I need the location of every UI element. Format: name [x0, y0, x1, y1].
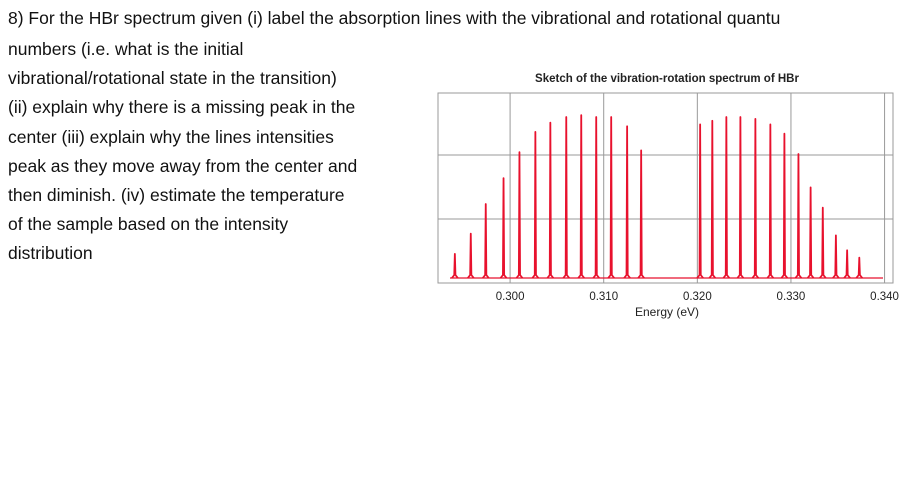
- x-tick-label: 0.310: [589, 291, 618, 303]
- x-tick-label: 0.330: [777, 291, 806, 303]
- absorption-peak: [751, 118, 760, 279]
- x-axis-label: Energy (eV): [635, 305, 699, 319]
- absorption-peak: [515, 151, 524, 279]
- plot-frame: [437, 92, 894, 284]
- absorption-peak: [623, 125, 631, 279]
- absorption-peak: [637, 149, 645, 279]
- question-line: distribution: [8, 243, 93, 263]
- absorption-peak: [467, 232, 475, 279]
- absorption-peak: [546, 121, 555, 279]
- absorption-peak: [531, 130, 540, 279]
- x-tick-label: 0.300: [496, 291, 525, 303]
- question-line: peak as they move away from the center a…: [8, 156, 358, 176]
- absorption-peak: [592, 116, 600, 279]
- question-line: vibrational/rotational state in the tran…: [8, 68, 337, 88]
- absorption-peak: [855, 256, 863, 279]
- absorption-peak: [780, 132, 789, 279]
- absorption-peak: [843, 249, 851, 279]
- question-line: center (iii) explain why the lines inten…: [8, 127, 334, 147]
- absorption-peak: [722, 116, 731, 279]
- absorption-peak: [819, 206, 827, 279]
- question-line: 8) For the HBr spectrum given (i) label …: [8, 8, 781, 28]
- absorption-peak: [832, 234, 840, 279]
- absorption-peak: [607, 116, 615, 279]
- absorption-peak: [794, 153, 803, 279]
- question-line: numbers (i.e. what is the initial: [8, 39, 244, 59]
- absorption-peak: [451, 253, 459, 279]
- absorption-peak: [736, 116, 745, 279]
- question-line: (ii) explain why there is a missing peak…: [8, 97, 356, 117]
- absorption-peak: [562, 116, 570, 279]
- absorption-peak: [766, 123, 775, 279]
- spectrum-chart: Sketch of the vibration-rotation spectru…: [437, 73, 899, 319]
- x-tick-label: 0.320: [683, 291, 712, 303]
- x-tick-label: 0.340: [870, 291, 899, 303]
- chart-title: Sketch of the vibration-rotation spectru…: [535, 73, 799, 85]
- absorption-peak: [708, 119, 717, 279]
- absorption-peak: [806, 186, 815, 279]
- absorption-peak: [499, 177, 508, 279]
- absorption-peak: [696, 123, 704, 279]
- absorption-peak: [577, 114, 585, 279]
- question-line: of the sample based on the intensity: [8, 214, 289, 234]
- absorption-peak: [482, 203, 490, 279]
- question-line: then diminish. (iv) estimate the tempera…: [8, 185, 345, 205]
